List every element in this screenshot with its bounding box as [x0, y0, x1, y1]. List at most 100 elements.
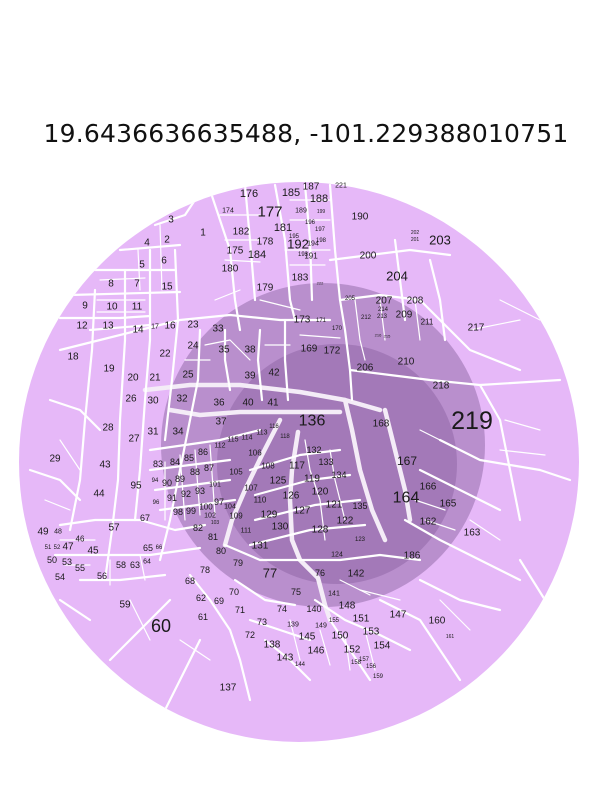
lot-label-76[interactable]: 76: [315, 568, 325, 578]
lot-label-116[interactable]: 116: [269, 424, 279, 430]
lot-label-109[interactable]: 109: [229, 512, 243, 521]
lot-label-38[interactable]: 38: [244, 345, 256, 356]
lot-label-61[interactable]: 61: [198, 612, 208, 622]
lot-label-75[interactable]: 75: [291, 587, 301, 597]
lot-label-69[interactable]: 69: [214, 596, 224, 606]
lot-label-118[interactable]: 118: [280, 434, 290, 440]
lot-label-129[interactable]: 129: [261, 510, 278, 521]
lot-label-97[interactable]: 97: [214, 497, 224, 507]
lot-label-136[interactable]: 136: [299, 413, 326, 430]
lot-label-135[interactable]: 135: [352, 501, 367, 511]
lot-label-22[interactable]: 22: [159, 349, 171, 360]
lot-label-52[interactable]: 52: [54, 545, 61, 551]
lot-label-93[interactable]: 93: [195, 486, 205, 496]
lot-label-74[interactable]: 74: [277, 604, 287, 614]
lot-label-198[interactable]: 198: [316, 238, 327, 244]
lot-label-80[interactable]: 80: [216, 546, 226, 556]
lot-label-65[interactable]: 65: [143, 543, 153, 553]
lot-label-132[interactable]: 132: [306, 445, 321, 455]
lot-label-101[interactable]: 101: [209, 482, 221, 489]
lot-label-197[interactable]: 197: [315, 227, 326, 233]
lot-label-185[interactable]: 185: [282, 187, 300, 199]
lot-label-155[interactable]: 155: [329, 618, 340, 624]
lot-label-17[interactable]: 17: [151, 324, 159, 331]
lot-label-89[interactable]: 89: [175, 474, 185, 484]
lot-label-214[interactable]: 214: [378, 307, 389, 313]
lot-label-133[interactable]: 133: [318, 457, 333, 467]
lot-label-96[interactable]: 96: [153, 500, 160, 506]
lot-label-20[interactable]: 20: [127, 373, 139, 384]
lot-label-92[interactable]: 92: [181, 489, 191, 499]
lot-label-11[interactable]: 11: [132, 302, 143, 313]
lot-label-196[interactable]: 196: [305, 220, 316, 226]
lot-label-218[interactable]: 218: [433, 381, 450, 392]
lot-label-71[interactable]: 71: [235, 605, 245, 615]
lot-label-143[interactable]: 143: [277, 653, 294, 664]
lot-label-102[interactable]: 102: [204, 513, 216, 520]
lot-label-134[interactable]: 134: [331, 470, 346, 480]
lot-label-90[interactable]: 90: [162, 478, 172, 488]
lot-label-125[interactable]: 125: [270, 476, 287, 487]
lot-label-84[interactable]: 84: [170, 457, 180, 467]
lot-label-26[interactable]: 26: [125, 394, 137, 405]
lot-label-171[interactable]: 171: [316, 318, 327, 324]
lot-label-130[interactable]: 130: [272, 522, 289, 533]
lot-label-44[interactable]: 44: [93, 489, 105, 500]
lot-label-122[interactable]: 122: [337, 516, 354, 527]
lot-label-4[interactable]: 4: [144, 238, 150, 249]
lot-label-211[interactable]: 211: [421, 318, 434, 327]
lot-label-86[interactable]: 86: [198, 447, 208, 457]
lot-label-34[interactable]: 34: [172, 427, 184, 438]
lot-label-31[interactable]: 31: [147, 427, 159, 438]
lot-label-56[interactable]: 56: [97, 571, 107, 581]
lot-label-63[interactable]: 63: [130, 560, 140, 570]
lot-label-188[interactable]: 188: [310, 193, 328, 205]
lot-label-161[interactable]: 161: [446, 634, 455, 640]
lot-label-157[interactable]: 157: [359, 657, 370, 663]
lot-label-19[interactable]: 19: [103, 364, 115, 375]
lot-label-114[interactable]: 114: [241, 435, 252, 442]
lot-label-202[interactable]: 202: [411, 230, 420, 236]
lot-label-58[interactable]: 58: [116, 560, 126, 570]
lot-label-107[interactable]: 107: [244, 484, 258, 493]
lot-label-138[interactable]: 138: [264, 640, 281, 651]
lot-label-119[interactable]: 119: [304, 474, 320, 485]
lot-label-221[interactable]: 221: [335, 183, 347, 190]
lot-label-3[interactable]: 3: [168, 215, 174, 226]
lot-label-173[interactable]: 173: [294, 315, 311, 326]
lot-label-180[interactable]: 180: [222, 264, 239, 275]
lot-label-53[interactable]: 53: [62, 557, 72, 567]
lot-label-159[interactable]: 159: [373, 674, 384, 680]
lot-label-87[interactable]: 87: [204, 463, 214, 473]
lot-label-126[interactable]: 126: [283, 491, 300, 502]
lot-label-48[interactable]: 48: [54, 529, 62, 536]
lot-label-16[interactable]: 16: [164, 321, 176, 332]
lot-label-95[interactable]: 95: [130, 481, 142, 492]
lot-label-183[interactable]: 183: [292, 273, 309, 284]
lot-label-5[interactable]: 5: [139, 260, 145, 271]
lot-label-94[interactable]: 94: [152, 478, 159, 484]
lot-label-42[interactable]: 42: [268, 368, 280, 379]
lot-label-166[interactable]: 166: [420, 482, 437, 493]
lot-label-141[interactable]: 141: [328, 591, 340, 598]
lot-label-50[interactable]: 50: [47, 555, 57, 565]
lot-label-131[interactable]: 131: [252, 541, 269, 552]
lot-label-1[interactable]: 1: [200, 228, 206, 239]
lot-label-184[interactable]: 184: [248, 249, 266, 261]
lot-label-215[interactable]: 215: [384, 334, 391, 339]
lot-label-12[interactable]: 12: [76, 321, 88, 332]
lot-label-146[interactable]: 146: [308, 646, 325, 657]
lot-label-128[interactable]: 128: [312, 525, 329, 536]
lot-label-40[interactable]: 40: [242, 398, 254, 409]
lot-label-82[interactable]: 82: [193, 523, 203, 533]
lot-label-8[interactable]: 8: [108, 279, 114, 290]
lot-label-28[interactable]: 28: [102, 423, 114, 434]
lot-label-10[interactable]: 10: [106, 302, 118, 313]
lot-label-15[interactable]: 15: [161, 282, 173, 293]
lot-label-149[interactable]: 149: [315, 623, 327, 630]
lot-label-112[interactable]: 112: [214, 443, 225, 450]
lot-label-127[interactable]: 127: [294, 506, 311, 517]
lot-label-178[interactable]: 178: [257, 237, 274, 248]
lot-label-158[interactable]: 158: [351, 660, 362, 666]
